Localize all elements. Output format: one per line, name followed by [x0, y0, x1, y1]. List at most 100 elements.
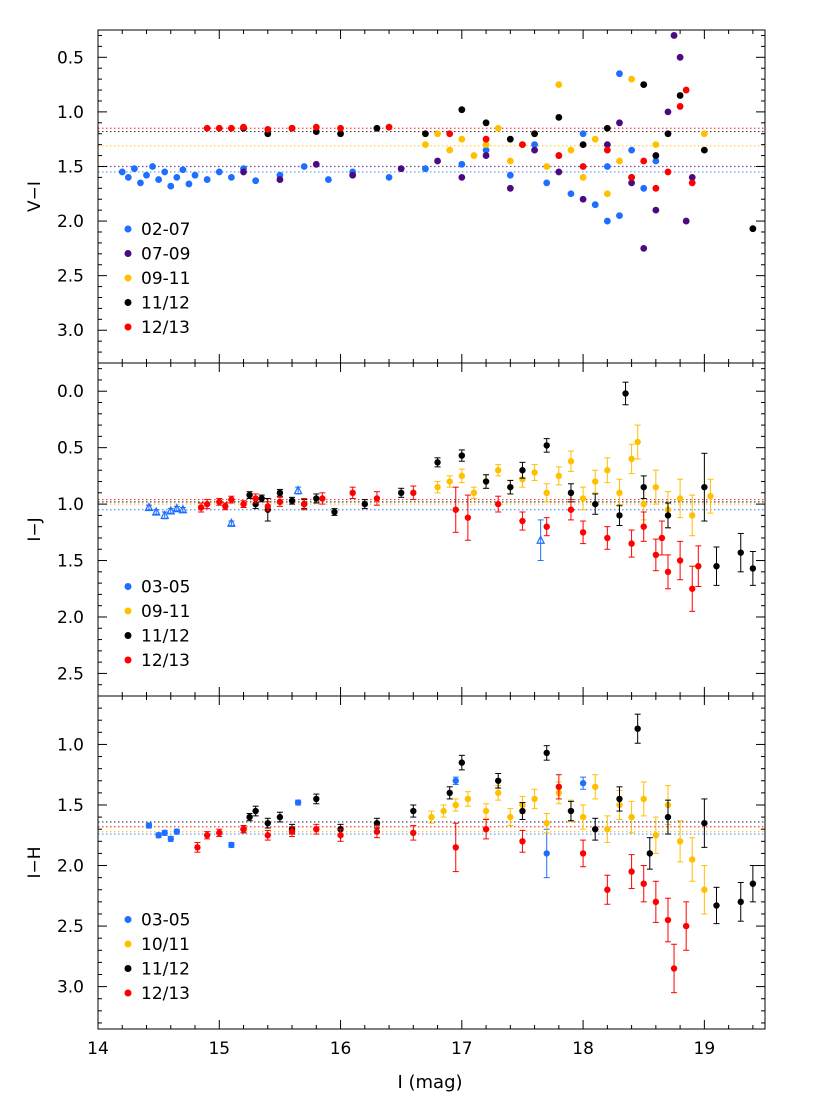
data-point — [640, 81, 648, 88]
data-point — [749, 880, 757, 887]
data-point — [173, 828, 181, 835]
data-point — [543, 850, 550, 857]
data-point — [313, 795, 320, 803]
data-point — [452, 844, 459, 851]
plot-frame — [97, 695, 766, 1030]
data-point — [567, 506, 575, 513]
data-point — [264, 819, 271, 827]
data-point — [452, 777, 459, 784]
data-point — [628, 146, 635, 154]
data-point — [118, 168, 126, 176]
data-point — [664, 130, 672, 138]
data-point — [385, 123, 393, 131]
x-tick-label: 17 — [451, 1039, 473, 1059]
data-point — [622, 390, 629, 397]
data-point — [519, 141, 526, 149]
data-point — [228, 173, 235, 181]
data-point — [652, 152, 660, 159]
legend-marker — [124, 656, 132, 664]
data-point — [616, 70, 623, 78]
data-point — [482, 826, 490, 833]
data-point — [215, 124, 223, 132]
data-point — [191, 171, 199, 179]
data-point — [652, 206, 660, 214]
data-point — [579, 163, 587, 170]
data-point — [519, 467, 526, 474]
data-point — [197, 504, 205, 511]
data-point — [676, 92, 684, 99]
data-point — [458, 160, 466, 168]
legend-label: 12/13 — [141, 984, 190, 1004]
legend-marker — [124, 299, 132, 306]
data-point — [536, 534, 546, 544]
data-point — [276, 813, 284, 821]
y-axis-label: I−J — [25, 517, 45, 541]
legend-label: 02-07 — [141, 220, 190, 240]
data-point — [555, 783, 563, 791]
x-tick-label: 14 — [87, 1039, 109, 1059]
data-point — [628, 540, 635, 547]
data-point — [185, 180, 193, 188]
data-point — [288, 828, 296, 835]
y-tick-label: 3.0 — [57, 321, 84, 341]
data-point — [361, 500, 368, 508]
data-point — [506, 171, 514, 179]
data-point — [567, 190, 575, 198]
data-point — [555, 113, 563, 121]
data-point — [410, 489, 417, 497]
legend-label: 10/11 — [141, 935, 190, 955]
data-point — [603, 163, 611, 170]
data-point — [446, 789, 453, 797]
data-point — [664, 512, 672, 519]
data-point — [264, 503, 271, 510]
data-point — [640, 184, 648, 192]
data-point — [640, 523, 647, 530]
data-point — [603, 124, 611, 132]
data-point — [531, 130, 538, 138]
data-point — [203, 832, 211, 839]
data-point — [312, 123, 320, 131]
data-point — [446, 478, 453, 485]
data-point — [652, 832, 660, 839]
data-point — [555, 152, 563, 159]
data-point — [252, 807, 259, 815]
legend-label: 07-09 — [141, 245, 190, 265]
data-point — [215, 168, 223, 176]
y-tick-label: 2.5 — [57, 267, 84, 287]
data-point — [592, 478, 599, 485]
data-point — [579, 529, 587, 536]
y-tick-label: 2.0 — [57, 608, 84, 628]
data-point — [700, 130, 708, 138]
x-axis-label: I (mag) — [397, 1072, 462, 1093]
data-point — [160, 510, 170, 519]
legend-marker — [124, 225, 132, 233]
data-point — [640, 795, 647, 803]
data-point — [592, 826, 599, 833]
data-point — [166, 505, 176, 515]
data-point — [579, 141, 587, 149]
data-point — [628, 179, 635, 187]
data-point — [579, 813, 587, 821]
data-point — [373, 828, 381, 835]
data-point — [579, 495, 587, 502]
data-point — [604, 886, 611, 893]
data-point — [337, 832, 344, 839]
data-point — [216, 829, 223, 837]
legend-marker — [124, 274, 132, 282]
data-point — [676, 495, 684, 502]
data-point — [331, 508, 338, 516]
data-point — [634, 438, 641, 446]
data-point — [713, 562, 720, 570]
legend-label: 03-05 — [141, 911, 190, 931]
data-point — [470, 152, 478, 159]
data-point — [240, 826, 247, 833]
data-point — [458, 173, 466, 181]
legend-marker — [124, 989, 132, 997]
data-point — [616, 489, 623, 497]
data-point — [446, 130, 454, 138]
data-point — [682, 86, 690, 94]
data-point — [749, 565, 757, 572]
data-point — [167, 835, 174, 843]
data-point — [531, 795, 538, 803]
data-point — [592, 500, 599, 508]
